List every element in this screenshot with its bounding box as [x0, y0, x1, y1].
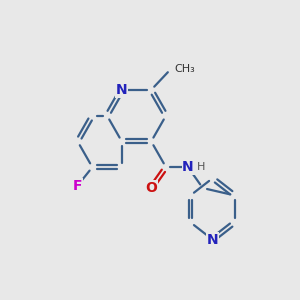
Text: CH₃: CH₃	[175, 64, 195, 74]
Text: N: N	[182, 160, 194, 174]
Text: F: F	[73, 178, 82, 193]
Text: H: H	[196, 162, 205, 172]
Text: N: N	[207, 232, 218, 247]
Text: N: N	[116, 83, 128, 97]
Text: O: O	[145, 181, 157, 195]
